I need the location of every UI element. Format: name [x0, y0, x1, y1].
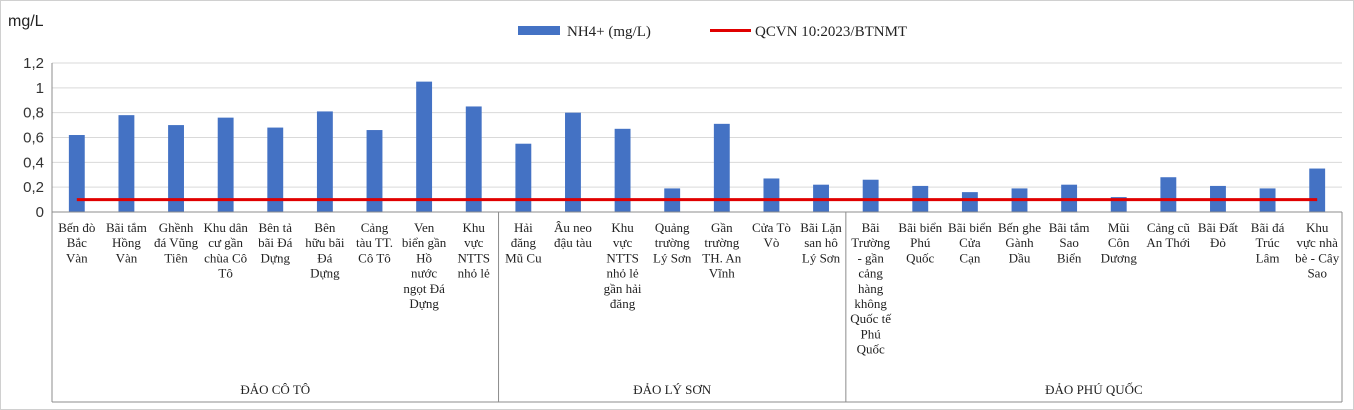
bar: [614, 128, 631, 212]
bar: [316, 111, 333, 212]
bar: [862, 179, 879, 212]
bar: [565, 112, 581, 212]
x-tick-label: Cảng tàu TT. Cô Tô: [356, 220, 393, 265]
bar: [515, 143, 532, 212]
x-tick-label: Bãi Trường - gần cảng hàng không Quốc tế Phú Quố…: [850, 220, 892, 357]
x-tick-label: Hải đăng Mũ Cu: [505, 220, 542, 265]
y-tick-label: 0,8: [23, 105, 44, 122]
bar: [1160, 177, 1177, 212]
x-tick-label: Khu vực NTTS nhỏ lẻ: [457, 220, 490, 281]
x-tick-label: Bên tả bãi Đá Dựng: [258, 220, 293, 265]
x-tick-label: Khu vực nhà bè - Cây Sao: [1295, 220, 1340, 281]
y-tick-label: 0,4: [23, 154, 44, 171]
x-tick-label: Cảng cũ An Thới: [1146, 220, 1190, 250]
y-tick-label: 1: [36, 80, 44, 97]
x-tick-label: Bãi Lặn san hô Lý Sơn: [800, 220, 842, 265]
x-tick-label: Cửa Tò Vò: [752, 220, 791, 250]
bar: [118, 115, 135, 212]
x-tick-label: Khu vực NTTS nhỏ lẻ gần hải đăng: [604, 220, 642, 311]
x-tick-label: Mũi Côn Dương: [1101, 220, 1138, 265]
y-tick-label: 1,2: [23, 55, 44, 72]
x-tick-label: Bến ghe Gành Dầu: [998, 220, 1041, 265]
bar: [465, 106, 482, 212]
y-tick-label: 0: [36, 204, 44, 221]
legend: NH4+ (mg/L) QCVN 10:2023/BTNMT: [518, 24, 907, 40]
y-tick-label: 0,2: [23, 179, 44, 196]
x-tick-label: Bãi biển Phú Quốc: [898, 220, 942, 265]
bar: [713, 123, 730, 212]
bar: [217, 117, 234, 212]
bar: [1309, 168, 1326, 212]
bar: [168, 125, 184, 212]
group-labels: ĐẢO CÔ TÔ ĐẢO LÝ SƠN ĐẢO PHÚ QUỐC: [240, 382, 1142, 397]
group-label: ĐẢO CÔ TÔ: [240, 382, 310, 397]
gridlines: [52, 62, 1342, 188]
bar: [416, 81, 433, 212]
y-tick-label: 0,6: [23, 130, 44, 147]
x-tick-label: Quảng trường Lý Sơn: [653, 220, 692, 265]
x-tick-label: Âu neo đậu tàu: [554, 220, 592, 250]
x-tick-label: Gần trường TH. An Vĩnh: [702, 220, 742, 281]
group-label: ĐẢO PHÚ QUỐC: [1045, 382, 1143, 397]
legend-bar-swatch: [518, 26, 560, 35]
x-tick-label: Bến đò Bắc Vàn: [58, 220, 95, 265]
group-label: ĐẢO LÝ SƠN: [633, 382, 712, 397]
bar: [267, 127, 284, 212]
x-tick-label: Bãi tắm Sao Biển: [1049, 220, 1090, 265]
legend-bar-label: NH4+ (mg/L): [567, 24, 651, 40]
x-tick-label: Bãi biển Cửa Cạn: [948, 220, 992, 265]
axes: [51, 63, 1343, 403]
x-tick-label: Bãi tắm Hồng Vàn: [106, 220, 147, 265]
x-tick-label: Bên hữu bãi Đá Dựng: [305, 220, 345, 281]
legend-line-label: QCVN 10:2023/BTNMT: [755, 24, 907, 40]
x-tick-label: Ven biển gần Hồ nước ngọt Đá Dựng: [402, 220, 447, 311]
y-axis-ticks: 0 0,2 0,4 0,6 0,8 1 1,2: [23, 55, 44, 221]
bar-series: [68, 81, 1326, 212]
bar: [961, 192, 978, 212]
x-tick-label: Ghềnh đá Vũng Tiên: [154, 220, 199, 265]
x-tick-label: Bãi Đất Đỏ: [1198, 220, 1238, 250]
x-tick-label: Bãi đá Trúc Lâm: [1251, 220, 1285, 265]
x-tick-label: Khu dân cư gần chùa Cô Tô: [203, 220, 248, 281]
bar: [68, 135, 85, 212]
bar: [366, 130, 383, 212]
bar: [763, 178, 780, 212]
y-unit-label: mg/L: [8, 13, 44, 30]
